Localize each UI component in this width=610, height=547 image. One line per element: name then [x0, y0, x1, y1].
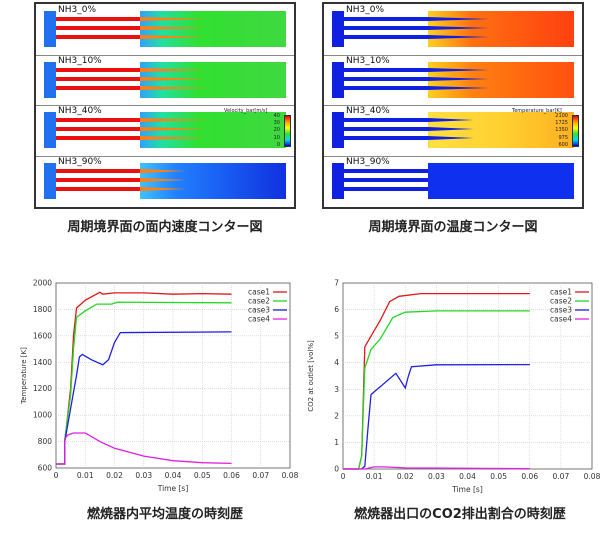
x-axis-label: Time [s] — [157, 484, 189, 493]
y-tick-label: 7 — [334, 279, 339, 288]
x-tick-label: 0.08 — [282, 471, 299, 480]
colorbar — [284, 115, 291, 147]
y-tick-label: 0 — [334, 465, 339, 474]
temperature-chart-caption: 燃焼器内平均温度の時刻歴 — [86, 507, 243, 522]
y-tick-label: 6 — [334, 305, 339, 314]
x-tick-label: 0 — [341, 472, 346, 481]
x-tick-label: 0.03 — [135, 471, 152, 480]
y-tick-label: 2000 — [33, 279, 52, 288]
contour-panel: NH3_0% — [36, 4, 294, 56]
colorbar-tick: 10 — [273, 134, 280, 141]
y-tick-label: 1 — [334, 438, 339, 447]
panel-label: NH3_90% — [58, 156, 102, 167]
colorbar-tick: 20 — [273, 127, 280, 134]
x-tick-label: 0.02 — [397, 472, 414, 481]
velocity-contour-frame: NH3_0% NH3_10% NH3_40% Velocity_bar[m/s] 40 3… — [34, 2, 296, 209]
panel-label: NH3_0% — [58, 5, 97, 15]
y-tick-label: 3 — [334, 385, 339, 394]
x-tick-label: 0.03 — [428, 472, 445, 481]
contour-panel: NH3_10% — [36, 55, 294, 106]
y-tick-label: 600 — [38, 464, 53, 473]
x-tick-label: 0.06 — [223, 471, 240, 480]
legend-label: case1 — [248, 288, 270, 297]
legend-label: case4 — [248, 315, 270, 324]
colorbar-tick: 30 — [273, 120, 280, 127]
legend-label: case1 — [550, 288, 572, 297]
y-tick-label: 1800 — [33, 305, 52, 314]
y-tick-label: 1400 — [33, 358, 52, 367]
contour-panel: NH3_10% — [324, 55, 582, 106]
colorbar-tick: 40 — [273, 113, 280, 119]
temperature-caption: 周期境界面の温度コンター図 — [368, 220, 538, 235]
y-axis-label: Temperature [K] — [20, 347, 28, 405]
x-tick-label: 0.08 — [584, 472, 601, 481]
colorbar-tick: 0 — [276, 141, 280, 148]
colorbar — [572, 115, 579, 147]
legend-label: case4 — [550, 315, 572, 324]
legend-label: case3 — [248, 306, 270, 315]
colorbar-tick: 2100 — [555, 113, 568, 119]
velocity-caption: 周期境界面の面内速度コンター図 — [67, 220, 263, 235]
legend-label: case3 — [550, 306, 572, 315]
y-tick-label: 1000 — [33, 411, 52, 420]
co2-chart-caption: 燃焼器出口のCO2排出割合の時刻歴 — [354, 507, 566, 522]
series-line-case4 — [56, 432, 232, 465]
panel-label: NH3_40% — [58, 106, 102, 116]
x-axis-label: Time [s] — [451, 485, 483, 494]
co2-chart: 0 0.01 0.02 0.03 0.04 0.05 0.06 0.07 0.08 0 1 2 3 4 5 6… — [307, 279, 601, 495]
contour-panel: NH3_90% — [324, 156, 582, 207]
y-tick-label: 4 — [334, 358, 339, 367]
y-tick-label: 2 — [334, 411, 339, 420]
x-tick-label: 0.07 — [553, 472, 570, 481]
legend-label: case2 — [550, 297, 572, 306]
x-tick-label: 0 — [54, 471, 59, 480]
contour-panel: NH3_40% Velocity_bar[m/s] 40 30 20 10 0 — [36, 105, 294, 157]
y-tick-label: 1600 — [33, 331, 52, 340]
series-line-case3 — [343, 363, 530, 470]
y-tick-label: 800 — [38, 437, 53, 446]
x-tick-label: 0.05 — [490, 472, 507, 481]
colorbar-tick: 600 — [558, 141, 568, 148]
panel-label: NH3_0% — [346, 5, 385, 15]
temperature-chart: 0 0.01 0.02 0.03 0.04 0.05 0.06 0.07 0.08 600 800 1… — [20, 279, 299, 494]
x-tick-label: 0.04 — [459, 472, 476, 481]
panel-label: NH3_10% — [346, 55, 390, 66]
y-tick-label: 1200 — [33, 384, 52, 393]
x-tick-label: 0.06 — [521, 472, 538, 481]
x-tick-label: 0.01 — [366, 472, 383, 481]
contour-panel: NH3_90% — [36, 156, 294, 207]
contour-panel: NH3_0% — [324, 4, 582, 56]
x-tick-label: 0.02 — [106, 471, 123, 480]
panel-label: NH3_40% — [346, 106, 390, 116]
colorbar-tick: 1725 — [555, 120, 568, 127]
colorbar-tick: 1350 — [555, 127, 568, 134]
x-tick-label: 0.04 — [165, 471, 182, 480]
legend-label: case2 — [248, 297, 270, 306]
colorbar-title: Velocity_bar[m/s] — [224, 108, 268, 114]
temperature-contour-frame: NH3_0% NH3_10% NH3_40% Temperature_bar[K] 21… — [322, 2, 584, 209]
panel-label: NH3_10% — [58, 55, 102, 66]
colorbar-tick: 975 — [558, 134, 568, 141]
colorbar-title: Temperature_bar[K] — [512, 108, 562, 114]
y-axis-label: CO2 at outlet [vol%] — [307, 340, 315, 412]
series-line-case4 — [343, 466, 530, 470]
x-tick-label: 0.05 — [194, 471, 211, 480]
x-tick-label: 0.07 — [252, 471, 269, 480]
panel-label: NH3_90% — [346, 156, 390, 167]
y-tick-label: 5 — [334, 332, 339, 341]
series-line-case2 — [343, 310, 530, 470]
x-tick-label: 0.01 — [77, 471, 94, 480]
contour-panel: NH3_40% Temperature_bar[K] 2100 1725 1350 975… — [324, 105, 582, 157]
